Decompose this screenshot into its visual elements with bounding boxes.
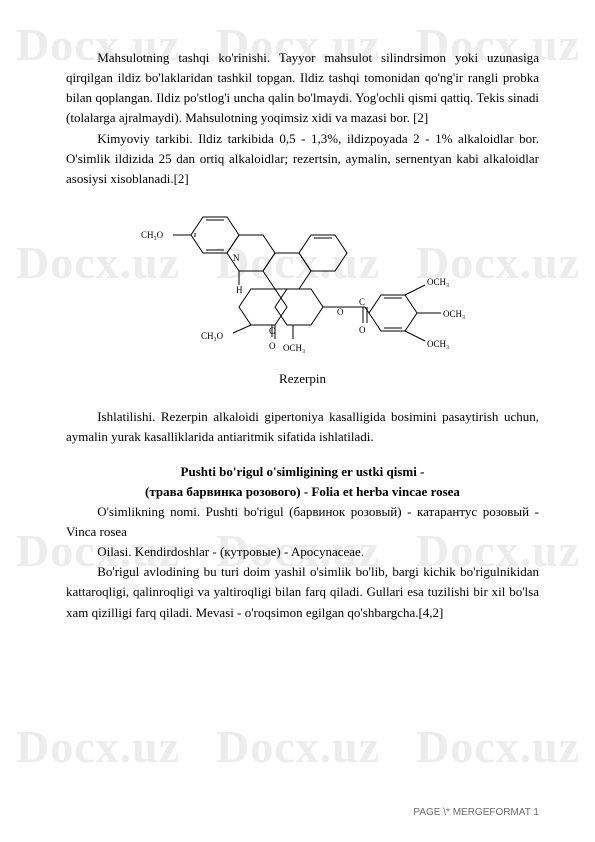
chemical-structure: CH₃O N H CH₃O C O OCH₃ O C O OCH₃ OCH₃ O… <box>66 199 539 365</box>
watermark: Docx.uz <box>416 720 580 773</box>
formula-label: O <box>359 325 366 335</box>
formula-label: C <box>359 297 365 307</box>
formula-caption: Rezerpin <box>66 369 539 389</box>
paragraph-4: O'simlikning nomi. Pushti bo'rigul (барв… <box>66 502 539 542</box>
heading-line-2: (трава барвинка розового) - Folia et her… <box>66 482 539 502</box>
formula-label: OCH₃ <box>283 343 305 353</box>
formula-label: H <box>236 285 243 295</box>
paragraph-6: Bo'rigul avlodining bu turi doim yashil … <box>66 562 539 622</box>
formula-label: OCH₃ <box>427 339 449 349</box>
page-number: PAGE \* MERGEFORMAT 1 <box>413 807 539 818</box>
page-content: Mahsulotning tashqi ko'rinishi. Tayyor m… <box>0 0 595 663</box>
formula-label: OCH₃ <box>443 309 465 319</box>
rezerpin-formula-svg: CH₃O N H CH₃O C O OCH₃ O C O OCH₃ OCH₃ O… <box>133 199 473 359</box>
paragraph-1: Mahsulotning tashqi ko'rinishi. Tayyor m… <box>66 48 539 129</box>
formula-label: CH₃O <box>201 331 224 341</box>
watermark: Docx.uz <box>16 720 180 773</box>
paragraph-5: Oilasi. Kendirdoshlar - (кутровые) - Apo… <box>66 542 539 562</box>
watermark: Docx.uz <box>216 720 380 773</box>
paragraph-2: Kimyoviy tarkibi. Ildiz tarkibida 0,5 - … <box>66 129 539 189</box>
formula-label: O <box>269 341 276 351</box>
heading-line-1: Pushti bo'rigul o'simligining еr ustki q… <box>66 462 539 482</box>
formula-label: C <box>269 326 275 336</box>
formula-label: O <box>337 307 344 317</box>
formula-label: N <box>233 253 240 263</box>
formula-label: CH₃O <box>141 230 164 240</box>
formula-label: OCH₃ <box>427 277 449 287</box>
paragraph-3: Ishlatilishi. Rezerpin alkaloidi giperto… <box>66 407 539 447</box>
